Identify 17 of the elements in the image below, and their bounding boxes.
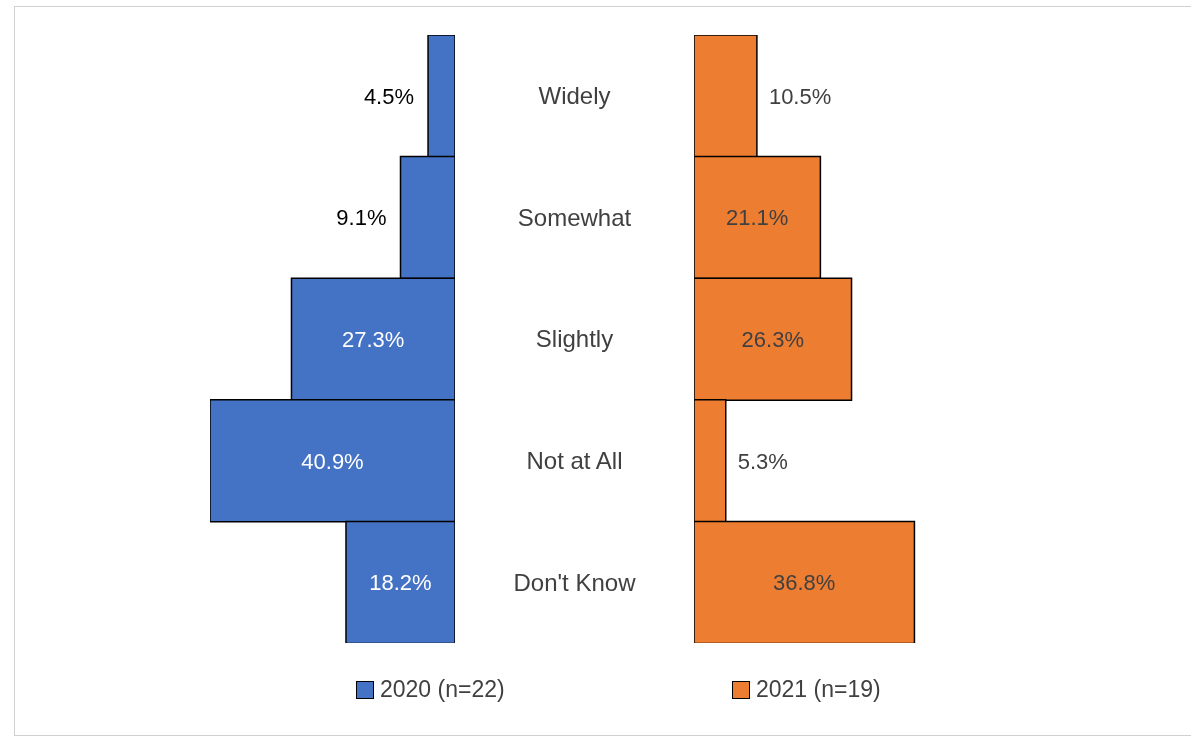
data-label: 21.1% [726,205,789,231]
y-tick-label: Widely [538,82,611,110]
data-label: 5.3% [737,448,788,474]
data-label: 9.1% [336,205,387,231]
y-tick-label: Slightly [535,325,614,353]
data-label: 18.2% [369,570,432,596]
data-label: 27.3% [342,326,405,352]
data-label: 10.5% [768,83,832,109]
data-label: 40.9% [301,448,364,474]
data-label: 4.5% [363,83,415,109]
y-tick-label: Somewhat [517,203,632,231]
y-tick-label: Don't Know [513,568,637,596]
legend-label: 2021 (n=19) [755,676,881,703]
legend-label: 2020 (n=22) [379,676,505,703]
y-tick-label: Not at All [526,447,623,474]
data-label: 26.3% [741,326,804,352]
data-label: 36.8% [773,570,836,596]
